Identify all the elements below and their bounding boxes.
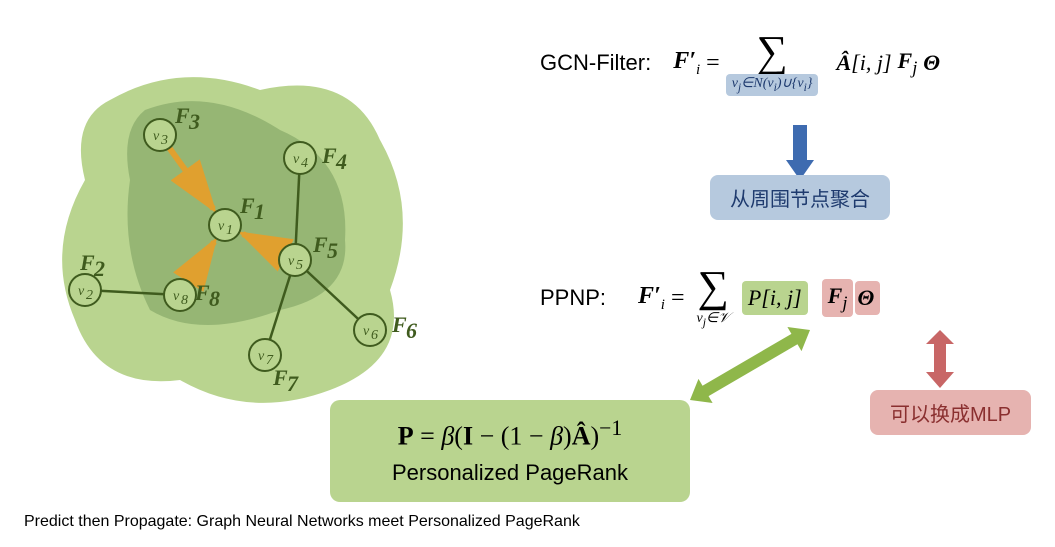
svg-text:v: v	[218, 219, 225, 234]
svg-text:v: v	[173, 289, 180, 304]
ppnp-label: PPNP:	[540, 285, 606, 311]
ppnp-sum-domain: vj∈𝒱	[691, 309, 736, 331]
sigma-icon: ∑	[756, 30, 787, 74]
ppnp-term-pij: P[i, j]	[742, 281, 808, 315]
gcn-term-ahat: Â[i, j]	[836, 50, 891, 76]
svg-text:F: F	[321, 143, 337, 168]
svg-text:v: v	[293, 152, 300, 167]
svg-text:3: 3	[188, 109, 200, 134]
gcn-term-fj: Fj	[898, 48, 918, 78]
gcn-sum: ∑ vj∈N(vi)∪{vi}	[726, 30, 819, 96]
svg-text:2: 2	[86, 288, 93, 303]
svg-text:F: F	[391, 312, 407, 337]
gcn-lhs: F′i	[673, 48, 700, 79]
graph-svg: v1F1v2F2v3F3v4F4v5F5v6F6v7F7v8F8	[50, 50, 430, 430]
svg-text:7: 7	[287, 371, 299, 396]
gcn-sum-domain: vj∈N(vi)∪{vi}	[726, 74, 819, 96]
svg-text:v: v	[288, 254, 295, 269]
svg-text:4: 4	[335, 149, 347, 174]
ppnp-lhs: F′i	[638, 283, 665, 314]
svg-text:v: v	[153, 129, 160, 144]
svg-text:6: 6	[406, 318, 417, 343]
svg-text:F: F	[312, 232, 328, 257]
sigma-icon: ∑	[697, 265, 728, 309]
svg-text:1: 1	[226, 223, 233, 238]
svg-text:8: 8	[181, 293, 188, 308]
svg-text:v: v	[363, 324, 370, 339]
svg-text:3: 3	[160, 133, 168, 148]
svg-text:F: F	[194, 280, 210, 305]
ppnp-term-theta: Θ	[855, 281, 880, 315]
graph-container: v1F1v2F2v3F3v4F4v5F5v6F6v7F7v8F8	[50, 50, 430, 430]
ppnp-mlp-box: 可以换成MLP	[870, 390, 1031, 435]
ppnp-equation: PPNP: F′i = ∑ vj∈𝒱 P[i, j] FjΘ	[540, 265, 880, 331]
ppnp-sum: ∑ vj∈𝒱	[691, 265, 736, 331]
equals-sign: =	[671, 285, 685, 312]
gcn-filter-equation: GCN-Filter: F′i = ∑ vj∈N(vi)∪{vi} Â[i, j…	[540, 30, 940, 96]
svg-text:1: 1	[254, 199, 265, 224]
svg-text:F: F	[174, 103, 190, 128]
pagerank-formula-box: P = β(I − (1 − β)Â)−1 Personalized PageR…	[330, 400, 690, 502]
svg-text:F: F	[239, 193, 255, 218]
ppnp-term-fj: Fj	[822, 279, 854, 317]
svg-text:F: F	[79, 250, 95, 275]
footer-citation: Predict then Propagate: Graph Neural Net…	[24, 513, 580, 531]
pagerank-formula: P = β(I − (1 − β)Â)−1	[358, 416, 662, 452]
pagerank-caption: Personalized PageRank	[358, 460, 662, 486]
gcn-label: GCN-Filter:	[540, 50, 651, 76]
svg-text:2: 2	[93, 256, 105, 281]
equals-sign: =	[706, 50, 720, 77]
svg-text:8: 8	[209, 286, 220, 311]
gcn-annotation-box: 从周围节点聚合	[710, 175, 890, 220]
svg-text:v: v	[78, 284, 85, 299]
svg-text:5: 5	[296, 258, 303, 273]
svg-text:v: v	[258, 349, 265, 364]
svg-text:5: 5	[327, 238, 338, 263]
svg-text:F: F	[272, 365, 288, 390]
svg-text:4: 4	[301, 156, 308, 171]
gcn-term-theta: Θ	[923, 50, 940, 76]
svg-text:6: 6	[371, 328, 378, 343]
